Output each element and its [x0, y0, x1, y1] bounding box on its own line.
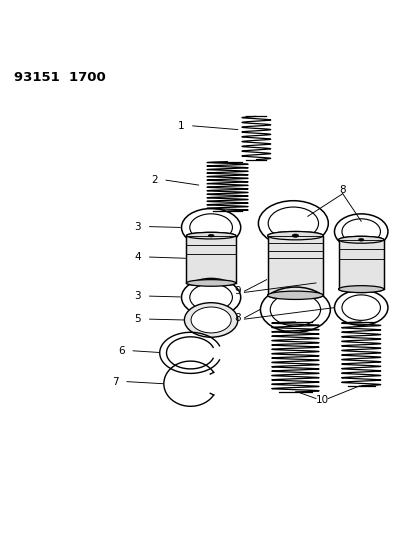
Bar — [338, 240, 383, 289]
Ellipse shape — [184, 303, 237, 337]
Text: 3: 3 — [134, 222, 141, 232]
Ellipse shape — [338, 286, 383, 293]
Text: 3: 3 — [134, 291, 141, 301]
Ellipse shape — [186, 280, 235, 286]
Ellipse shape — [341, 295, 380, 320]
Ellipse shape — [208, 235, 214, 237]
Text: 9: 9 — [234, 286, 240, 296]
Text: 4: 4 — [134, 252, 141, 262]
Text: 8: 8 — [339, 185, 345, 196]
Ellipse shape — [268, 207, 318, 240]
Ellipse shape — [186, 232, 235, 239]
Ellipse shape — [292, 234, 298, 237]
Ellipse shape — [338, 236, 383, 243]
Ellipse shape — [189, 284, 232, 311]
Text: 5: 5 — [134, 314, 141, 324]
Ellipse shape — [338, 236, 383, 243]
Ellipse shape — [270, 293, 320, 326]
Ellipse shape — [189, 214, 232, 241]
Ellipse shape — [186, 232, 235, 239]
Text: 93151  1700: 93151 1700 — [14, 71, 105, 84]
Bar — [186, 236, 235, 283]
Ellipse shape — [267, 291, 323, 300]
Ellipse shape — [267, 291, 323, 300]
Text: 7: 7 — [112, 377, 118, 386]
Text: 8: 8 — [234, 313, 240, 323]
Ellipse shape — [267, 231, 323, 240]
Text: 6: 6 — [118, 346, 124, 356]
Ellipse shape — [358, 238, 363, 241]
Ellipse shape — [338, 286, 383, 293]
Text: 1: 1 — [177, 121, 184, 131]
Text: 2: 2 — [151, 175, 157, 185]
Ellipse shape — [341, 219, 380, 244]
Bar — [267, 236, 323, 295]
Ellipse shape — [267, 231, 323, 240]
Text: 10: 10 — [315, 395, 328, 405]
Ellipse shape — [186, 280, 235, 286]
Ellipse shape — [191, 307, 230, 333]
